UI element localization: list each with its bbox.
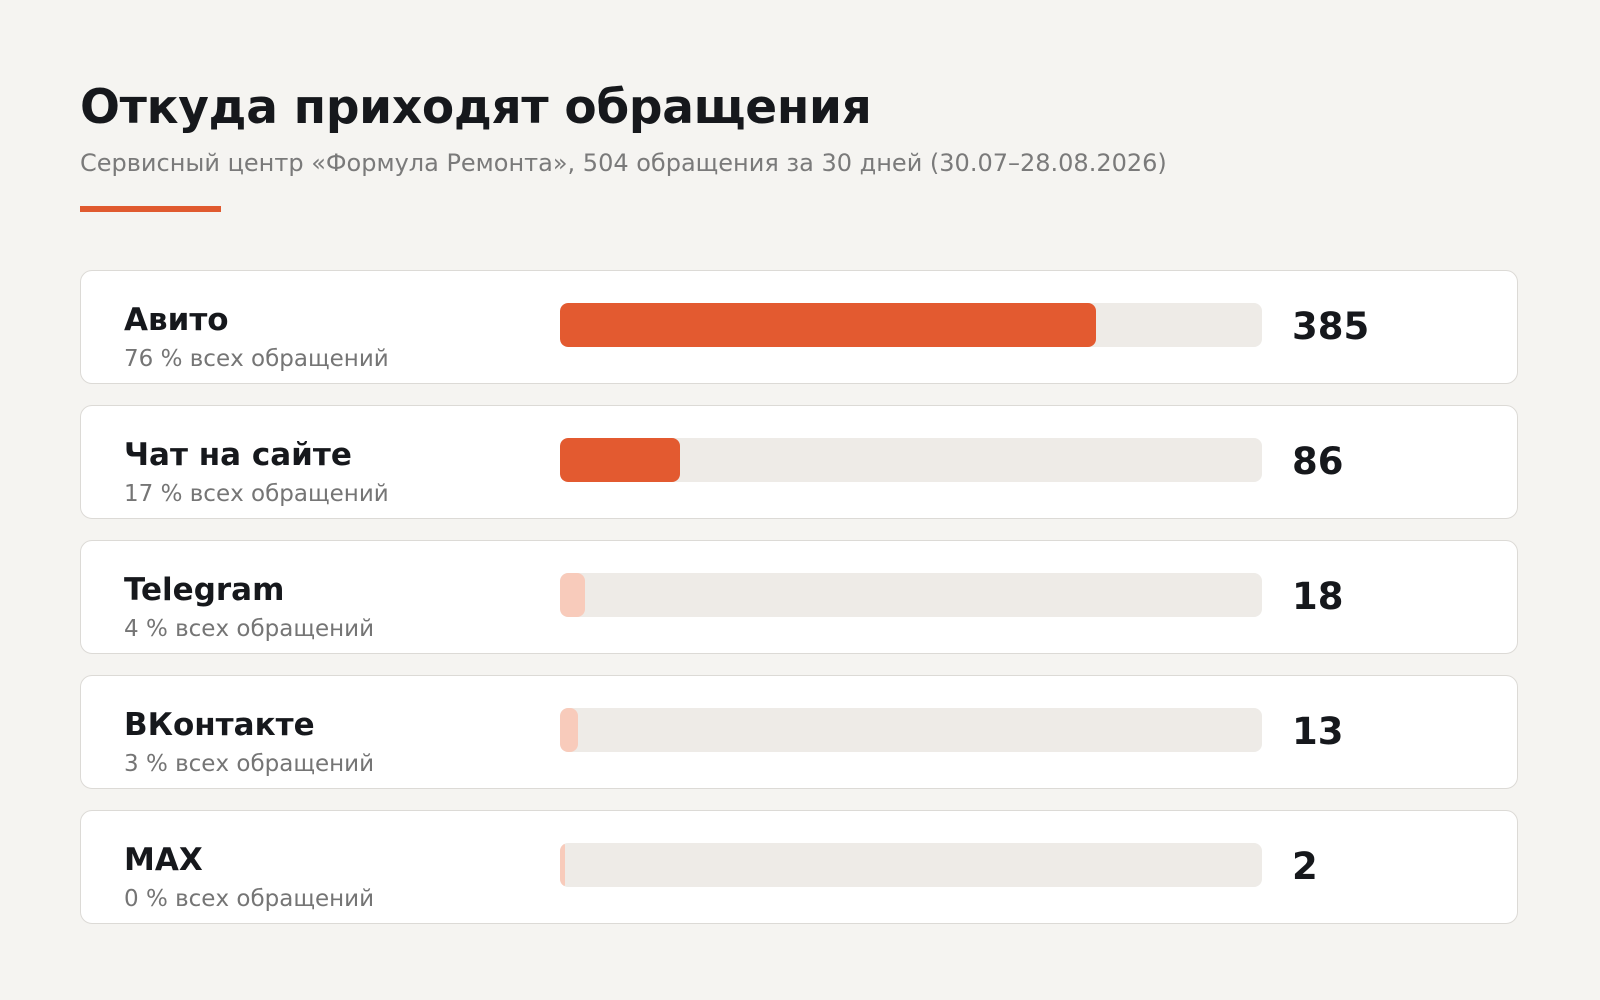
channel-count: 13 [1292,710,1344,753]
bar-fill [560,573,585,617]
channel-name: Авито [124,302,229,338]
bar-track [560,708,1262,752]
bar-track [560,438,1262,482]
page-subtitle: Сервисный центр «Формула Ремонта», 504 о… [80,149,1167,177]
channel-row: Telegram 4 % всех обращений 18 [80,540,1518,654]
channel-share: 4 % всех обращений [124,616,375,642]
bar-fill [560,303,1096,347]
chart-page: Откуда приходят обращения Сервисный цент… [80,0,1520,1000]
channel-count: 2 [1292,845,1318,888]
bar-fill [560,438,680,482]
channel-share: 0 % всех обращений [124,886,375,912]
channel-count: 86 [1292,440,1344,483]
bar-fill [560,708,578,752]
channel-share: 3 % всех обращений [124,751,375,777]
channel-row: Авито 76 % всех обращений 385 [80,270,1518,384]
bar-track [560,843,1262,887]
page-title: Откуда приходят обращения [80,80,872,135]
channel-row: Чат на сайте 17 % всех обращений 86 [80,405,1518,519]
channel-name: Telegram [124,572,285,608]
bar-track [560,573,1262,617]
channel-name: ВКонтакте [124,707,315,743]
channel-count: 18 [1292,575,1344,618]
channel-count: 385 [1292,305,1370,348]
channel-share: 17 % всех обращений [124,481,389,507]
channel-share: 76 % всех обращений [124,346,389,372]
channel-name: MAX [124,842,203,878]
title-accent-rule [80,206,221,212]
bar-fill [560,843,565,887]
bar-track [560,303,1262,347]
channel-name: Чат на сайте [124,437,352,473]
channel-row: ВКонтакте 3 % всех обращений 13 [80,675,1518,789]
channel-row: MAX 0 % всех обращений 2 [80,810,1518,924]
